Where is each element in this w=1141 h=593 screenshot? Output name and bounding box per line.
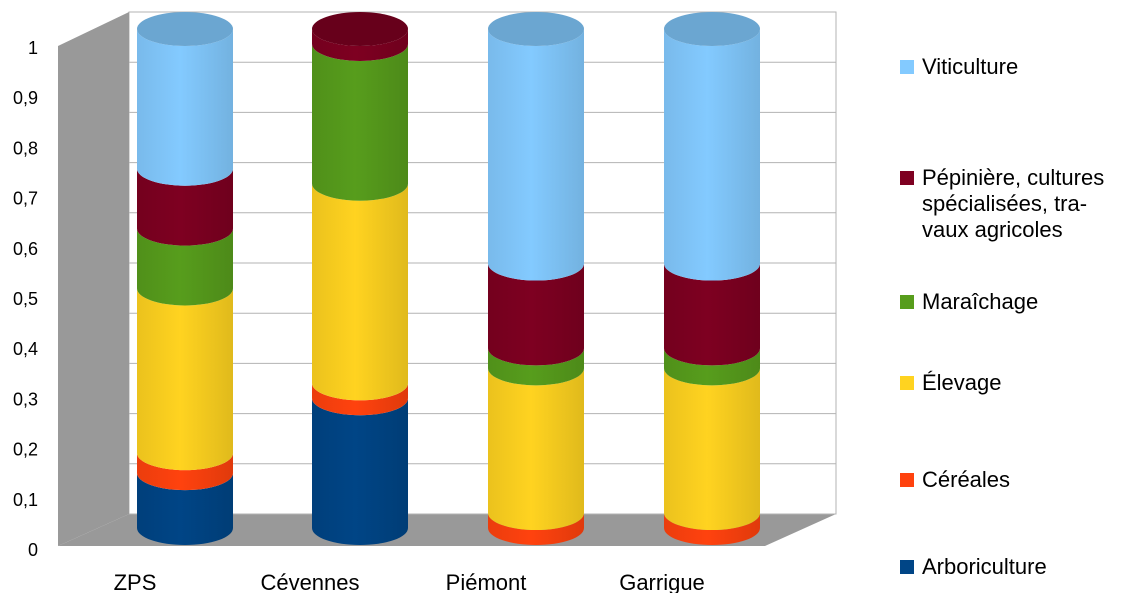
legend-swatch [900, 560, 914, 574]
legend-label: Maraîchage [922, 289, 1039, 314]
legend-label: Arboriculture [922, 554, 1047, 579]
bar-segment [488, 348, 584, 386]
legend-label: Élevage [922, 370, 1002, 395]
y-tick-label: 0,9 [13, 88, 38, 108]
legend-label: Viticulture [922, 54, 1019, 79]
bar-stack [664, 12, 760, 545]
bar-segment [312, 43, 408, 201]
bar-segment [488, 29, 584, 281]
legend-item: Viticulture [900, 54, 1141, 80]
bar-segment [137, 473, 233, 545]
y-tick-label: 0,3 [13, 389, 38, 409]
legend-item: Céréales [900, 467, 1141, 493]
y-tick-label: 0 [28, 540, 38, 560]
floor [58, 514, 836, 546]
y-tick-label: 0,5 [13, 289, 38, 309]
side-wall [58, 12, 129, 546]
bar-segment [488, 368, 584, 531]
bar-segment [137, 288, 233, 471]
bar-segment [664, 348, 760, 386]
legend-item: Élevage [900, 370, 1141, 396]
bar-segment [312, 183, 408, 401]
chart-legend: Viticulture Pépinière, cultures spécialis… [900, 0, 1141, 593]
bar-segment [137, 453, 233, 491]
legend-swatch [900, 376, 914, 390]
x-category-label: Piémont [446, 570, 527, 593]
bar-segment [137, 168, 233, 246]
bar-segment [312, 398, 408, 545]
bar-segment [137, 29, 233, 186]
bar-segment [664, 263, 760, 366]
chart-bars [137, 12, 760, 545]
bar-segment [664, 368, 760, 531]
bar-stack [312, 12, 408, 545]
y-tick-label: 0,8 [13, 138, 38, 158]
bar-top [488, 12, 584, 46]
bar-top [664, 12, 760, 46]
bar-segment [312, 29, 408, 61]
legend-item: Pépinière, cultures spécialisées, tra- v… [900, 165, 1141, 243]
legend-item: Arboriculture [900, 554, 1141, 580]
legend-item: Maraîchage [900, 289, 1141, 315]
bar-top [312, 12, 408, 46]
y-tick-label: 0,1 [13, 490, 38, 510]
y-tick-label: 0,2 [13, 440, 38, 460]
y-axis-ticks: 0 0,1 0,2 0,3 0,4 0,5 0,6 0,7 0,8 0,9 1 [13, 38, 38, 560]
y-tick-label: 1 [28, 38, 38, 58]
x-category-label: Garrigue [619, 570, 705, 593]
bar-segment [664, 513, 760, 545]
bar-segment [488, 513, 584, 545]
x-category-label: ZPS [114, 570, 157, 593]
x-category-label: Cévennes [260, 570, 359, 593]
legend-label: Céréales [922, 467, 1011, 492]
bar-segment [137, 228, 233, 306]
bar-segment [664, 29, 760, 281]
bar-stack [488, 12, 584, 545]
bar-top [137, 12, 233, 46]
bar-segment [488, 263, 584, 366]
bar-segment [312, 383, 408, 416]
legend-swatch [900, 473, 914, 487]
x-axis-categories: ZPS Cévennes Piémont Garrigue [114, 570, 705, 593]
legend-swatch [900, 171, 914, 185]
legend-swatch [900, 60, 914, 74]
y-tick-label: 0,4 [13, 339, 38, 359]
y-tick-label: 0,7 [13, 189, 38, 209]
y-tick-label: 0,6 [13, 239, 38, 259]
bar-stack [137, 12, 233, 545]
legend-label: Pépinière, cultures spécialisées, tra- v… [922, 165, 1105, 242]
legend-swatch [900, 295, 914, 309]
